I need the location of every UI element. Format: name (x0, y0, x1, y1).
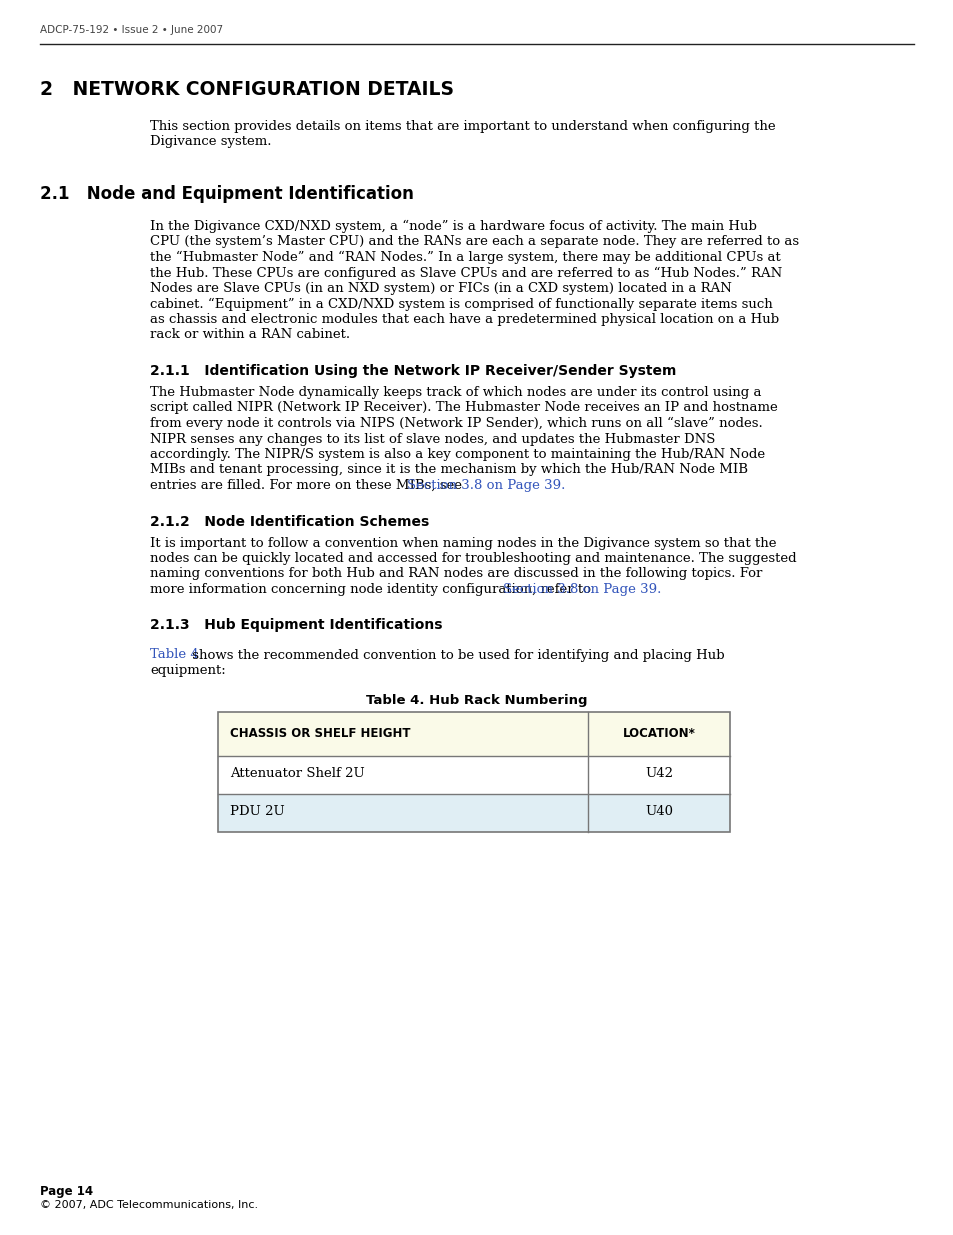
Text: script called NIPR (Network IP Receiver). The Hubmaster Node receives an IP and : script called NIPR (Network IP Receiver)… (150, 401, 777, 415)
Text: from every node it controls via NIPS (Network IP Sender), which runs on all “sla: from every node it controls via NIPS (Ne… (150, 417, 762, 430)
Text: Section 3.8 on Page 39.: Section 3.8 on Page 39. (502, 583, 660, 597)
Text: NIPR senses any changes to its list of slave nodes, and updates the Hubmaster DN: NIPR senses any changes to its list of s… (150, 432, 715, 446)
Text: Digivance system.: Digivance system. (150, 136, 272, 148)
Bar (218, 713, 729, 832)
Text: Nodes are Slave CPUs (in an NXD system) or FICs (in a CXD system) located in a R: Nodes are Slave CPUs (in an NXD system) … (150, 282, 731, 295)
Text: PDU 2U: PDU 2U (230, 805, 284, 819)
Text: 2   NETWORK CONFIGURATION DETAILS: 2 NETWORK CONFIGURATION DETAILS (40, 80, 454, 99)
Text: nodes can be quickly located and accessed for troubleshooting and maintenance. T: nodes can be quickly located and accesse… (150, 552, 796, 564)
Text: the “Hubmaster Node” and “RAN Nodes.” In a large system, there may be additional: the “Hubmaster Node” and “RAN Nodes.” In… (150, 251, 780, 264)
Text: equipment:: equipment: (150, 664, 226, 677)
Text: CPU (the system’s Master CPU) and the RANs are each a separate node. They are re: CPU (the system’s Master CPU) and the RA… (150, 236, 799, 248)
Text: LOCATION*: LOCATION* (622, 727, 695, 741)
Text: Attenuator Shelf 2U: Attenuator Shelf 2U (230, 767, 364, 781)
Text: MIBs and tenant processing, since it is the mechanism by which the Hub/RAN Node : MIBs and tenant processing, since it is … (150, 463, 747, 477)
Text: CHASSIS OR SHELF HEIGHT: CHASSIS OR SHELF HEIGHT (230, 727, 410, 741)
Text: 2.1   Node and Equipment Identification: 2.1 Node and Equipment Identification (40, 185, 414, 203)
Text: naming conventions for both Hub and RAN nodes are discussed in the following top: naming conventions for both Hub and RAN … (150, 568, 761, 580)
Text: rack or within a RAN cabinet.: rack or within a RAN cabinet. (150, 329, 350, 342)
Text: 2.1.1   Identification Using the Network IP Receiver/Sender System: 2.1.1 Identification Using the Network I… (150, 364, 676, 378)
Text: shows the recommended convention to be used for identifying and placing Hub: shows the recommended convention to be u… (189, 648, 724, 662)
Bar (218, 794, 729, 832)
Text: entries are filled. For more on these MIBs, see: entries are filled. For more on these MI… (150, 479, 466, 492)
Text: The Hubmaster Node dynamically keeps track of which nodes are under its control : The Hubmaster Node dynamically keeps tra… (150, 387, 760, 399)
Text: 2.1.3   Hub Equipment Identifications: 2.1.3 Hub Equipment Identifications (150, 619, 442, 632)
Text: 2.1.2   Node Identification Schemes: 2.1.2 Node Identification Schemes (150, 515, 429, 529)
Text: © 2007, ADC Telecommunications, Inc.: © 2007, ADC Telecommunications, Inc. (40, 1200, 258, 1210)
Text: It is important to follow a convention when naming nodes in the Digivance system: It is important to follow a convention w… (150, 536, 776, 550)
Text: Page 14: Page 14 (40, 1186, 93, 1198)
Bar (218, 756, 729, 794)
Text: ADCP-75-192 • Issue 2 • June 2007: ADCP-75-192 • Issue 2 • June 2007 (40, 25, 223, 35)
Text: U42: U42 (644, 767, 672, 781)
Text: cabinet. “Equipment” in a CXD/NXD system is comprised of functionally separate i: cabinet. “Equipment” in a CXD/NXD system… (150, 298, 772, 311)
Text: more information concerning node identity configuration, refer to: more information concerning node identit… (150, 583, 595, 597)
Text: U40: U40 (644, 805, 672, 819)
Text: Table 4: Table 4 (150, 648, 198, 662)
Text: Table 4. Hub Rack Numbering: Table 4. Hub Rack Numbering (366, 694, 587, 706)
Bar (218, 713, 729, 756)
Text: the Hub. These CPUs are configured as Slave CPUs and are referred to as “Hub Nod: the Hub. These CPUs are configured as Sl… (150, 267, 781, 280)
Text: accordingly. The NIPR/S system is also a key component to maintaining the Hub/RA: accordingly. The NIPR/S system is also a… (150, 448, 764, 461)
Text: as chassis and electronic modules that each have a predetermined physical locati: as chassis and electronic modules that e… (150, 312, 779, 326)
Text: In the Digivance CXD/NXD system, a “node” is a hardware focus of activity. The m: In the Digivance CXD/NXD system, a “node… (150, 220, 756, 233)
Text: This section provides details on items that are important to understand when con: This section provides details on items t… (150, 120, 775, 133)
Text: Section 3.8 on Page 39.: Section 3.8 on Page 39. (406, 479, 564, 492)
